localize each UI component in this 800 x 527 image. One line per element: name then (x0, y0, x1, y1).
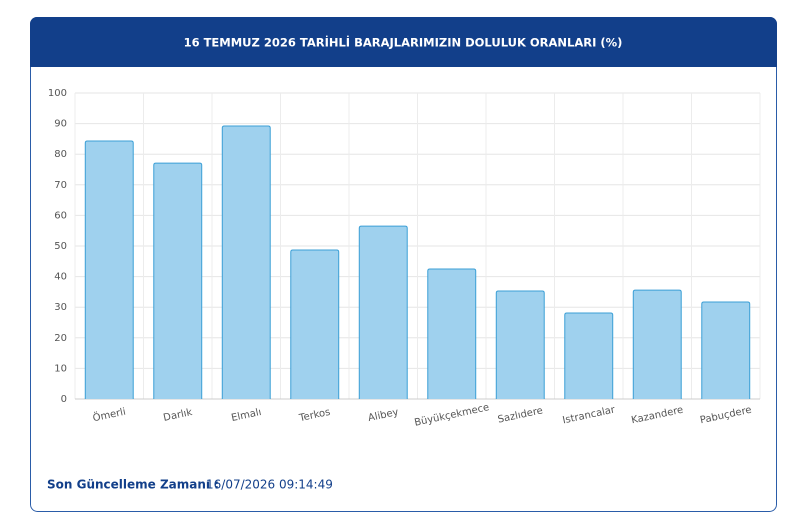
y-tick-label: 60 (54, 210, 67, 221)
bar (290, 249, 340, 399)
y-tick-label: 0 (61, 394, 67, 405)
bar (84, 140, 134, 399)
y-tick-label: 100 (48, 88, 67, 99)
card-header (30, 17, 777, 67)
y-tick-label: 20 (54, 333, 67, 344)
footer-value: 16/07/2026 09:14:49 (206, 478, 333, 492)
y-tick-label: 40 (54, 272, 67, 283)
y-tick-label: 10 (54, 363, 67, 374)
bar (632, 289, 682, 399)
y-tick-label: 90 (54, 119, 67, 130)
bar (221, 125, 271, 399)
footer-label: Son Güncelleme Zamanı : (47, 478, 219, 492)
bar (495, 290, 545, 399)
chart-title: 16 TEMMUZ 2026 TARİHLİ BARAJLARIMIZIN DO… (184, 35, 623, 50)
y-tick-label: 70 (54, 180, 67, 191)
y-tick-label: 80 (54, 149, 67, 160)
bar (701, 301, 751, 399)
bar (358, 225, 408, 399)
bar (153, 162, 203, 399)
bar (564, 312, 614, 399)
y-tick-label: 30 (54, 302, 67, 313)
y-tick-label: 50 (54, 241, 67, 252)
bar (427, 268, 477, 399)
